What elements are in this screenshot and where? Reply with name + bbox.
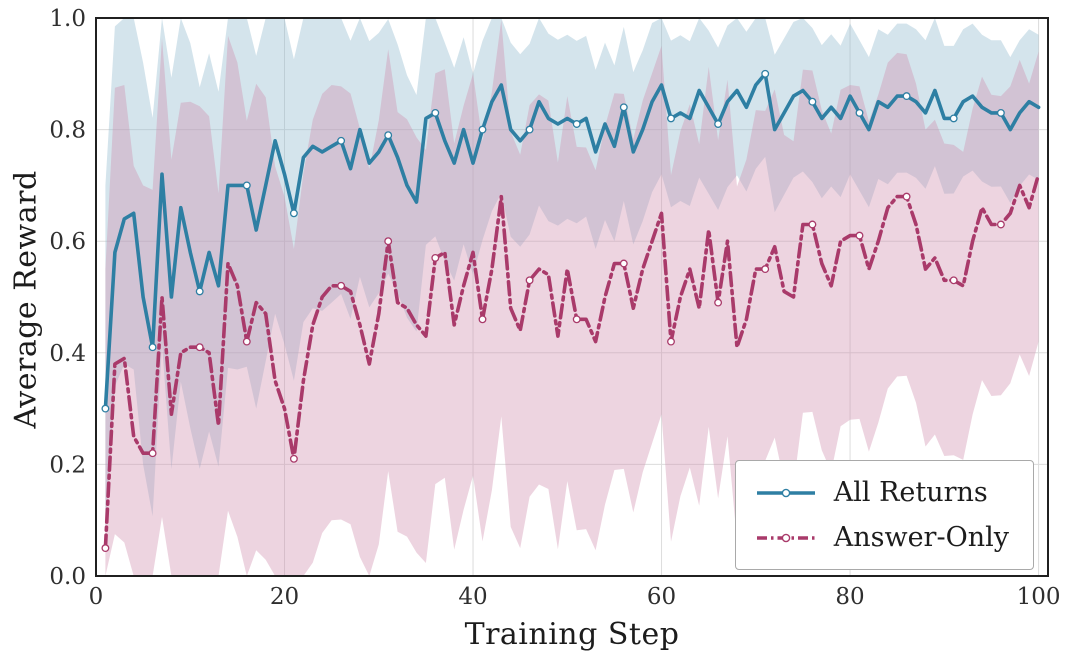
x-tick-label: 40 bbox=[458, 584, 487, 610]
series-marker-1 bbox=[195, 343, 204, 352]
x-tick-label: 20 bbox=[270, 584, 299, 610]
series-marker-0 bbox=[572, 120, 581, 128]
x-tick-label: 0 bbox=[89, 584, 104, 610]
y-tick-label: 0.6 bbox=[49, 229, 86, 255]
series-marker-0 bbox=[242, 181, 251, 190]
legend-label-all-returns: All Returns bbox=[833, 477, 988, 508]
series-marker-0 bbox=[996, 108, 1005, 117]
legend-item-all-returns: All Returns bbox=[754, 477, 1009, 508]
series-marker-0 bbox=[714, 120, 723, 128]
series-marker-1 bbox=[761, 265, 770, 274]
series-marker-1 bbox=[384, 237, 393, 246]
series-marker-0 bbox=[761, 69, 770, 78]
series-marker-1 bbox=[808, 220, 817, 229]
legend-item-answer-only: Answer-Only bbox=[754, 522, 1009, 553]
series-marker-0 bbox=[101, 404, 110, 413]
y-tick-label: 0.4 bbox=[49, 341, 86, 367]
series-marker-1 bbox=[949, 276, 958, 285]
legend: All Returns Answer-Only bbox=[734, 460, 1034, 570]
y-tick-label: 0.8 bbox=[49, 118, 86, 144]
confidence-band-0 bbox=[105, 18, 1039, 532]
y-tick-label: 0.0 bbox=[49, 564, 86, 590]
series-marker-1 bbox=[902, 192, 911, 201]
series-marker-1 bbox=[289, 454, 298, 463]
series-marker-1 bbox=[525, 276, 534, 285]
series-marker-1 bbox=[572, 315, 581, 324]
series-marker-1 bbox=[619, 259, 628, 268]
series-marker-0 bbox=[148, 343, 157, 352]
series-marker-0 bbox=[855, 108, 864, 117]
series-marker-0 bbox=[808, 97, 817, 106]
x-tick-label: 100 bbox=[1017, 584, 1061, 610]
series-marker-0 bbox=[902, 92, 911, 101]
y-axis-label: Average Reward bbox=[8, 170, 44, 429]
legend-label-answer-only: Answer-Only bbox=[833, 522, 1009, 553]
series-marker-1 bbox=[667, 337, 675, 346]
series-marker-0 bbox=[667, 114, 675, 123]
series-marker-0 bbox=[478, 125, 487, 134]
series-marker-0 bbox=[949, 114, 958, 123]
y-tick-label: 0.2 bbox=[49, 452, 86, 478]
series-marker-1 bbox=[431, 253, 440, 262]
series-marker-0 bbox=[431, 108, 440, 117]
series-marker-1 bbox=[996, 220, 1005, 229]
legend-line-sample-all-returns bbox=[756, 488, 815, 497]
plot-border bbox=[95, 17, 1049, 577]
legend-line-sample-answer-only bbox=[756, 533, 815, 542]
series-marker-0 bbox=[525, 125, 534, 134]
series-marker-0 bbox=[195, 287, 204, 296]
series-marker-1 bbox=[478, 315, 487, 324]
series-marker-0 bbox=[337, 136, 346, 145]
series-line-0 bbox=[103, 72, 1041, 411]
x-tick-label: 60 bbox=[647, 584, 676, 610]
x-tick-label: 80 bbox=[835, 584, 864, 610]
x-axis-label: Training Step bbox=[464, 617, 680, 652]
y-tick-label: 1.0 bbox=[49, 6, 86, 32]
series-marker-0 bbox=[384, 131, 393, 140]
series-marker-0 bbox=[289, 209, 298, 218]
series-line-1 bbox=[103, 172, 1041, 550]
series-marker-1 bbox=[242, 337, 251, 346]
series-marker-0 bbox=[619, 103, 628, 112]
series-marker-1 bbox=[855, 231, 864, 240]
series-marker-1 bbox=[148, 449, 157, 458]
series-marker-1 bbox=[337, 281, 346, 290]
series-marker-1 bbox=[714, 298, 723, 307]
series-marker-1 bbox=[101, 544, 110, 553]
